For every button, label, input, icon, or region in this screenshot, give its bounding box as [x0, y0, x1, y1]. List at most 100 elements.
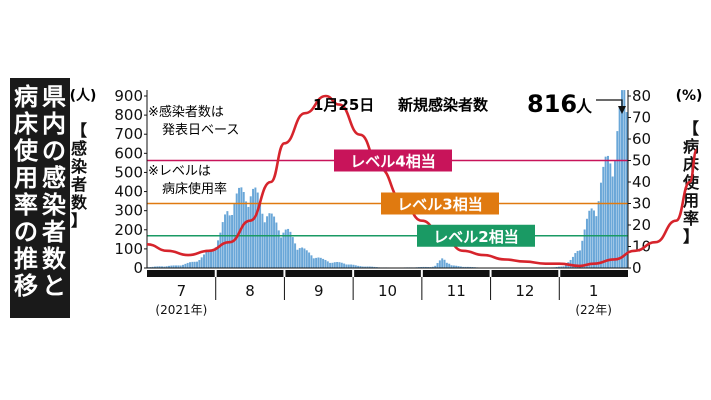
infection-bar — [312, 258, 315, 268]
infection-bar — [273, 216, 276, 268]
infection-bar — [163, 266, 166, 268]
month-band: 7 8 9 10 11 12 1 (2021年) (22年) — [147, 270, 628, 317]
infection-bar — [448, 263, 451, 268]
infection-bar — [284, 229, 287, 268]
year-label-end: (22年) — [575, 303, 612, 317]
title-char: 感 — [42, 164, 66, 192]
left-tick-label: 300 — [114, 202, 143, 220]
infection-bar — [324, 259, 327, 268]
left-tick-label: 900 — [114, 87, 143, 105]
infection-bar — [184, 263, 187, 268]
left-tick-label: 100 — [114, 240, 143, 258]
infection-bar — [226, 211, 229, 268]
infection-bar — [592, 210, 595, 268]
headline-value: 816 — [527, 90, 577, 118]
infection-bar — [182, 264, 184, 268]
right-label-char: 用 — [682, 191, 699, 210]
infection-bar — [422, 266, 425, 268]
infection-bar — [170, 265, 173, 268]
level-label-box — [334, 149, 452, 172]
infection-bar — [625, 112, 628, 268]
infection-bar — [242, 192, 245, 268]
left-tick-label: 700 — [114, 125, 143, 143]
headline-arrow — [596, 99, 623, 108]
infection-bar — [420, 266, 423, 268]
infection-bar — [613, 160, 616, 268]
infection-bar — [434, 265, 437, 268]
month-label: 8 — [245, 282, 255, 300]
infection-bar — [452, 265, 455, 268]
infection-bar — [555, 266, 558, 268]
title-col-1: 県内の感染者数と — [40, 84, 68, 300]
title-char: 病 — [14, 83, 38, 111]
right-axis-unit: (%) — [676, 88, 703, 104]
infection-bar — [263, 222, 266, 268]
infection-bar — [455, 265, 458, 268]
title-char: 者 — [42, 218, 66, 246]
note-1-line-2: 発表日ベース — [162, 123, 239, 138]
title-char: 床 — [14, 110, 38, 138]
left-tick-label: 0 — [133, 259, 143, 277]
infection-bar — [280, 237, 283, 268]
infection-bar — [277, 230, 280, 268]
infection-bar — [275, 222, 278, 268]
title-char: 数 — [42, 245, 66, 273]
title-char: 県 — [42, 83, 66, 111]
right-label-char: 【 — [682, 119, 699, 138]
infection-bar — [450, 265, 453, 268]
infection-bar — [196, 261, 199, 268]
month-label: 9 — [314, 282, 324, 300]
infection-bar — [438, 260, 441, 268]
title-char: の — [42, 137, 66, 165]
infection-bar — [361, 266, 364, 268]
infection-bar — [333, 262, 336, 268]
left-tick-label: 800 — [114, 106, 143, 124]
title-char: 率 — [14, 191, 38, 219]
right-tick-label: 60 — [632, 130, 651, 148]
infection-bar — [350, 264, 353, 268]
infection-bar — [581, 240, 584, 268]
infection-bar — [179, 265, 182, 268]
headline-date: 1月25日 — [313, 96, 374, 114]
infection-bar — [303, 248, 306, 268]
infection-bar — [301, 247, 304, 268]
infection-bar — [616, 131, 619, 268]
month-label: 12 — [515, 282, 534, 300]
title-col-2: 病床使用率の推移 — [12, 84, 40, 300]
headline-unit: 人 — [576, 97, 593, 116]
infection-bar — [585, 218, 588, 268]
left-label-char: 【 — [70, 121, 87, 140]
infection-bar — [172, 265, 175, 268]
infection-bar — [599, 182, 602, 268]
right-label-char: 】 — [682, 227, 699, 246]
infection-bar — [441, 258, 444, 268]
infection-bar — [443, 259, 446, 268]
infection-bar — [359, 266, 362, 268]
title-char: 移 — [14, 272, 38, 300]
left-label-char: 染 — [70, 157, 87, 176]
title-char: 用 — [14, 164, 38, 192]
infection-bar — [329, 262, 332, 268]
infection-bar — [238, 187, 241, 268]
infection-bar — [175, 265, 177, 268]
infection-bar — [256, 192, 259, 268]
infection-bar — [436, 263, 439, 268]
right-ticks: 80 70 60 50 40 30 20 10 0 — [628, 87, 651, 277]
infection-bar — [322, 258, 325, 268]
infection-bar — [259, 201, 262, 268]
note-2-line-2: 病床使用率 — [162, 181, 227, 197]
level-label-text: レベル3相当 — [397, 196, 482, 214]
infection-bar — [189, 262, 192, 268]
infection-bar — [298, 248, 301, 268]
infection-bar — [578, 250, 581, 268]
infection-bar — [305, 250, 308, 268]
title-char: 推 — [14, 245, 38, 273]
infection-bar — [205, 251, 208, 268]
level-label-text: レベル2相当 — [433, 228, 518, 246]
infection-bar — [287, 228, 290, 268]
infection-bar — [235, 193, 238, 268]
infection-bar — [609, 163, 612, 268]
